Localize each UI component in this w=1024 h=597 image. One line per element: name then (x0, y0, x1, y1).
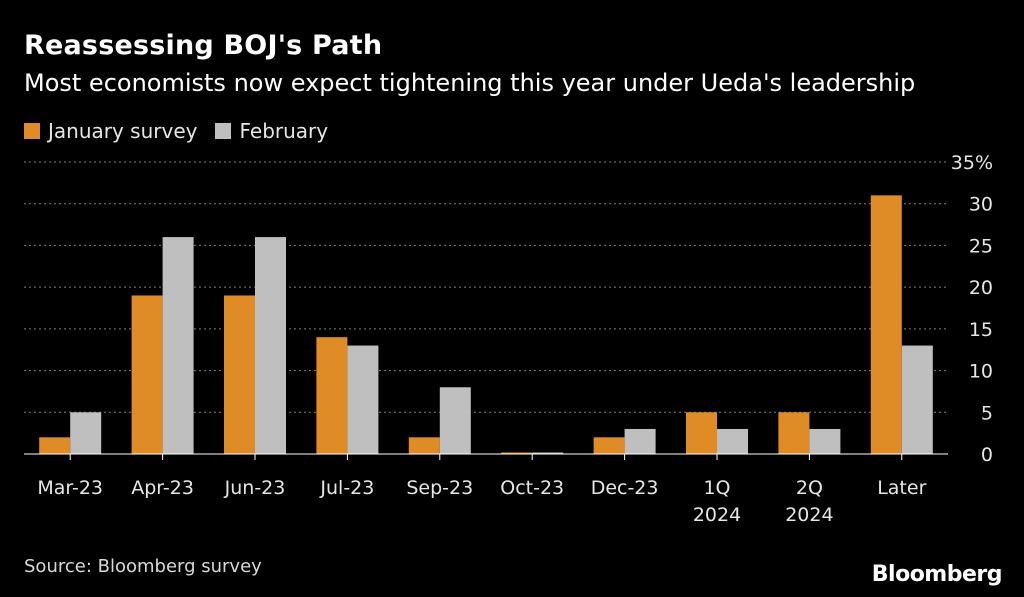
legend-swatch-february (215, 123, 232, 139)
x-tick-label: Jun-23 (224, 477, 286, 499)
bar-february (70, 412, 102, 454)
chart-subtitle: Most economists now expect tightening th… (24, 69, 916, 97)
y-tick-label: 0 (981, 444, 993, 466)
legend-label-january: January survey (48, 119, 198, 143)
y-tick-label: 30 (969, 194, 993, 216)
y-tick-label: 10 (969, 361, 993, 383)
x-tick-label: Jul-23 (319, 477, 374, 499)
x-tick-label: Dec-23 (591, 477, 659, 499)
bar-february (532, 452, 564, 454)
bar-february (347, 345, 379, 454)
x-tick-label: Oct-23 (500, 477, 564, 499)
y-tick-label: 35% (951, 152, 993, 174)
bar-january (870, 195, 902, 454)
legend-item-january: January survey (24, 119, 197, 143)
legend-swatch-january (24, 123, 40, 139)
legend-label-february: February (239, 119, 329, 143)
bar-february (162, 237, 194, 454)
bar-january (316, 337, 348, 454)
bar-february (901, 345, 933, 454)
bar-january (501, 452, 533, 454)
x-tick-label: 2024 (693, 504, 741, 526)
chart-title: Reassessing BOJ's Path (24, 30, 383, 61)
y-tick-label: 25 (969, 235, 993, 257)
bar-january (39, 437, 71, 454)
bar-february (809, 428, 841, 454)
x-tick-label: Sep-23 (406, 477, 473, 499)
bar-february (255, 237, 286, 454)
x-tick-label: 2Q (796, 477, 823, 499)
bar-january (224, 295, 255, 454)
bar-february (717, 428, 748, 454)
legend-item-february: February (215, 119, 328, 143)
y-tick-label: 15 (969, 319, 993, 341)
bar-january (686, 412, 717, 454)
bar-january (778, 412, 810, 454)
bar-january (408, 437, 440, 454)
x-tick-label: Apr-23 (131, 477, 194, 499)
legend: January survey February (24, 119, 346, 143)
y-tick-label: 20 (969, 277, 993, 299)
x-tick-label: 1Q (703, 477, 730, 499)
bar-january (593, 437, 625, 454)
bar-february (624, 428, 656, 454)
bloomberg-logo: Bloomberg (871, 562, 1003, 587)
y-tick-label: 5 (981, 402, 993, 424)
source-note: Source: Bloomberg survey (24, 556, 262, 577)
x-tick-label: 2024 (785, 504, 833, 526)
x-tick-label: Mar-23 (37, 477, 103, 499)
bar-january (131, 295, 163, 454)
x-tick-label: Later (877, 477, 926, 499)
bar-february (439, 387, 471, 454)
